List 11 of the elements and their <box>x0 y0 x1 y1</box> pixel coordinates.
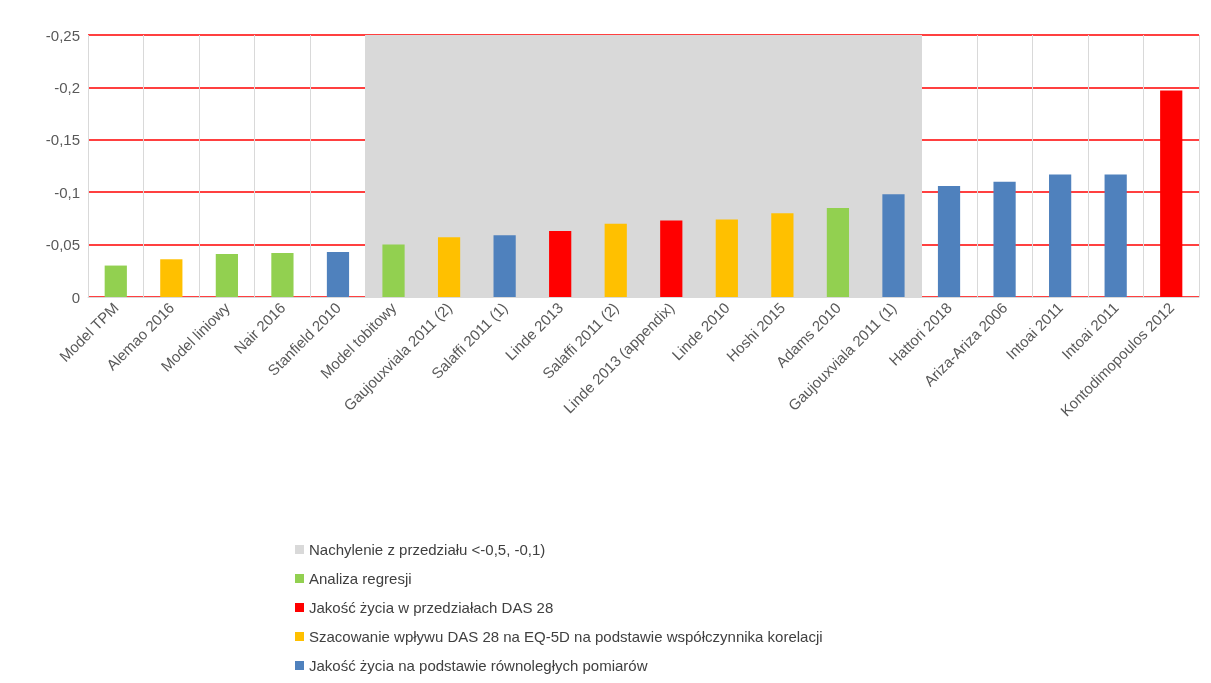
y-tick-label: -0,2 <box>54 78 80 96</box>
y-tick-label: -0,05 <box>45 236 80 254</box>
legend-label: Jakość życia na podstawie równoległych pomiarów <box>309 657 648 674</box>
legend-label: Analiza regresji <box>309 570 412 587</box>
legend-label: Szacowanie wpływu DAS 28 na EQ-5D na podstawie współczynnika korelacji <box>309 628 823 645</box>
y-tick-label: -0,25 <box>45 26 80 44</box>
y-tick-label: -0,1 <box>54 183 80 201</box>
y-tick-label: 0 <box>71 288 80 306</box>
y-tick-label: -0,15 <box>45 131 80 149</box>
legend-label: Nachylenie z przedziału <-0,5, -0,1) <box>309 541 546 558</box>
legend-label: Jakość życia w przedziałach DAS 28 <box>309 599 554 616</box>
